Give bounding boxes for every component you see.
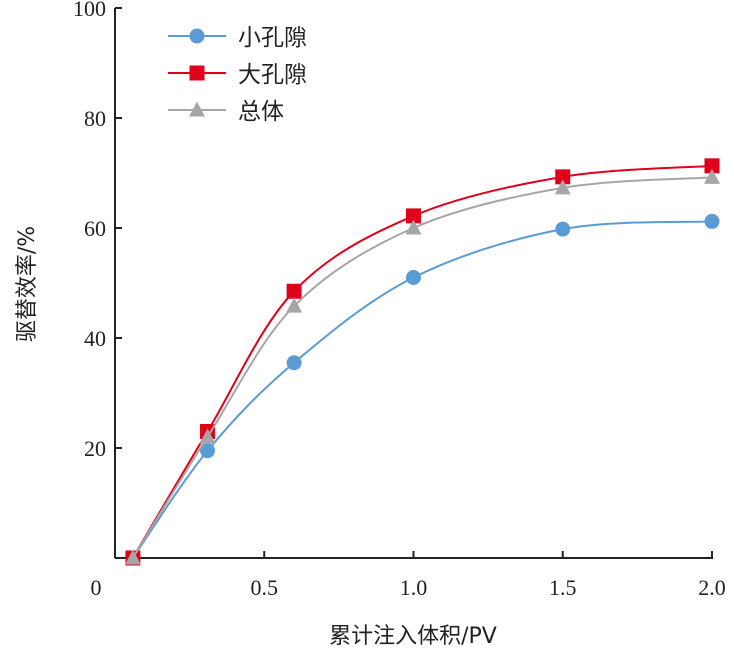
data-point xyxy=(704,213,720,229)
data-point xyxy=(554,179,571,195)
y-tick-label: 80 xyxy=(84,106,106,131)
x-tick-label: 2.0 xyxy=(698,575,726,600)
series-line xyxy=(132,164,713,559)
series-line xyxy=(132,220,713,559)
data-point xyxy=(704,168,720,184)
data-point xyxy=(199,428,216,444)
y-tick-label: 100 xyxy=(73,0,106,21)
data-point xyxy=(124,549,141,565)
x-tick-label: 1.5 xyxy=(549,575,577,600)
data-point xyxy=(286,355,302,371)
y-tick-label: 20 xyxy=(84,436,106,461)
y-tick-label: 40 xyxy=(84,326,106,351)
data-point xyxy=(286,297,303,313)
axes: 0 0.5 1.0 1.5 2.0 20 40 60 80 100 xyxy=(73,0,726,600)
legend-label: 小孔隙 xyxy=(238,25,307,51)
legend-marker xyxy=(189,65,205,81)
data-point xyxy=(405,219,422,235)
series-layer xyxy=(124,158,720,566)
series-line xyxy=(132,176,713,559)
data-point xyxy=(200,443,216,459)
series-square xyxy=(125,158,720,566)
legend-item: 大孔隙 xyxy=(168,62,307,88)
legend-label: 大孔隙 xyxy=(238,62,307,88)
data-point xyxy=(704,158,720,174)
legend-item: 总体 xyxy=(168,99,284,125)
series-circle xyxy=(125,213,720,566)
legend-item: 小孔隙 xyxy=(168,25,307,51)
y-tick-label: 60 xyxy=(84,216,106,241)
data-point xyxy=(406,270,421,285)
legend-label: 总体 xyxy=(238,99,284,125)
y-axis-title: 驱替效率/% xyxy=(15,226,40,342)
data-point xyxy=(555,221,571,237)
series-triangle xyxy=(124,168,720,565)
x-tick-label: 0 xyxy=(91,575,102,600)
legend-marker xyxy=(189,101,205,117)
data-point xyxy=(286,283,302,299)
data-point xyxy=(555,169,571,185)
legend-marker xyxy=(189,28,205,44)
x-axis-title: 累计注入体积/PV xyxy=(329,624,497,649)
x-tick-label: 0.5 xyxy=(251,575,279,600)
x-tick-label: 1.0 xyxy=(400,575,428,600)
data-point xyxy=(406,208,421,224)
